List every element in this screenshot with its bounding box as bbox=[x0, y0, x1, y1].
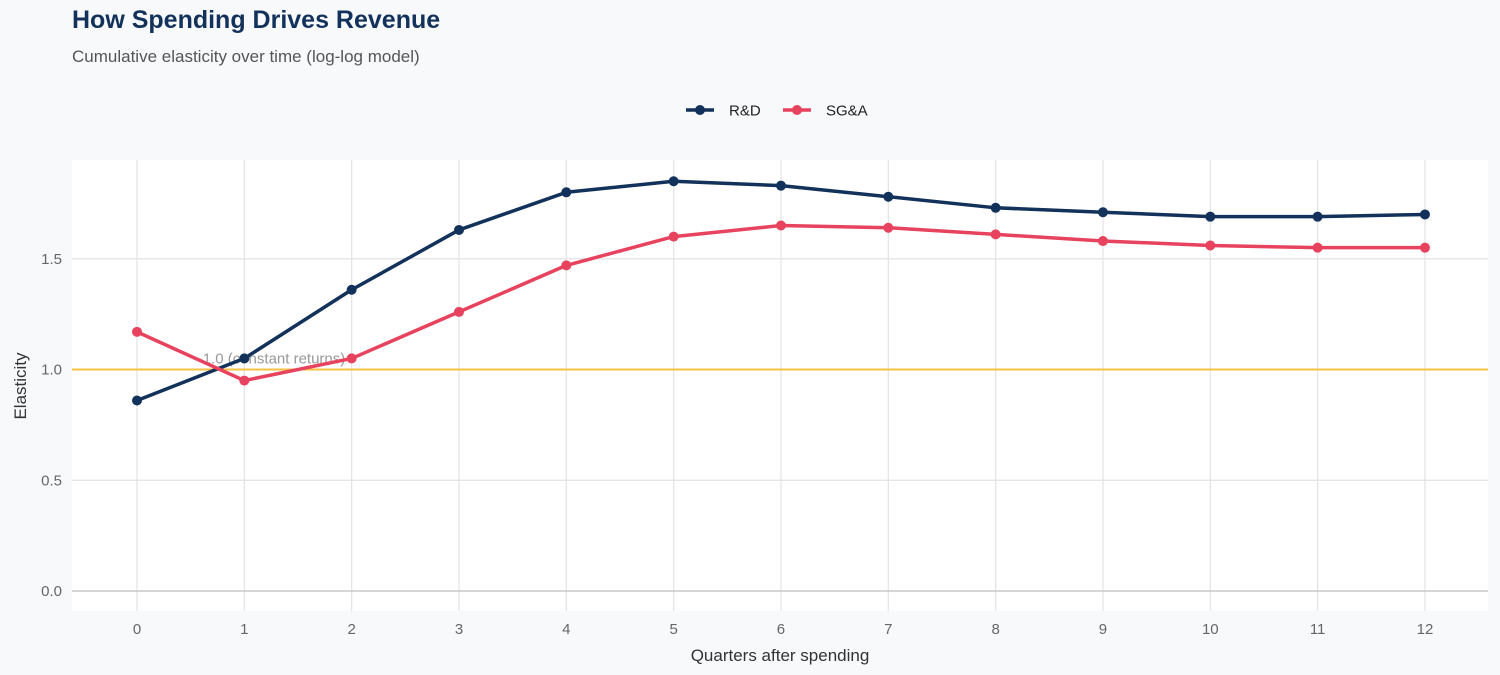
chart-subtitle: Cumulative elasticity over time (log-log… bbox=[72, 47, 420, 66]
series-rd bbox=[132, 176, 1430, 406]
data-point bbox=[1312, 211, 1323, 222]
data-point bbox=[239, 375, 250, 386]
data-point bbox=[775, 220, 786, 231]
x-axis-label: Quarters after spending bbox=[691, 646, 870, 665]
x-tick-label: 2 bbox=[347, 621, 355, 638]
y-tick-label: 0.5 bbox=[41, 472, 62, 489]
x-tick-label: 9 bbox=[1099, 621, 1107, 638]
legend-label: SG&A bbox=[826, 103, 868, 120]
series-sga bbox=[132, 220, 1430, 386]
data-point bbox=[1205, 240, 1216, 251]
data-point bbox=[561, 187, 572, 198]
data-point bbox=[883, 191, 894, 202]
data-point bbox=[453, 306, 464, 317]
data-point bbox=[1097, 207, 1108, 218]
legend-key-point bbox=[792, 105, 802, 115]
y-tick-label: 1.0 bbox=[41, 362, 62, 379]
data-point bbox=[990, 202, 1001, 213]
y-axis-label: Elasticity bbox=[11, 352, 30, 420]
x-tick-label: 8 bbox=[991, 621, 999, 638]
x-tick-label: 10 bbox=[1202, 621, 1219, 638]
data-point bbox=[346, 353, 357, 364]
x-tick-label: 4 bbox=[562, 621, 570, 638]
y-tick-label: 0.0 bbox=[41, 583, 62, 600]
x-tick-label: 7 bbox=[884, 621, 892, 638]
x-tick-label: 1 bbox=[240, 621, 248, 638]
data-point bbox=[346, 284, 357, 295]
data-point bbox=[668, 231, 679, 242]
x-tick-label: 6 bbox=[777, 621, 785, 638]
data-point bbox=[453, 224, 464, 235]
x-tick-label: 11 bbox=[1310, 621, 1326, 638]
chart-title: How Spending Drives Revenue bbox=[72, 6, 441, 34]
data-point bbox=[132, 395, 142, 406]
y-tick-label: 1.5 bbox=[41, 251, 62, 268]
data-point bbox=[1419, 209, 1430, 220]
plot-panel bbox=[72, 160, 1488, 611]
data-point bbox=[132, 326, 142, 337]
x-tick-label: 0 bbox=[133, 621, 141, 638]
legend-key-point bbox=[695, 105, 705, 115]
reference-line-label: 1.0 (constant returns) bbox=[203, 351, 346, 368]
x-tick-label: 3 bbox=[455, 621, 463, 638]
data-point bbox=[668, 176, 679, 187]
data-point bbox=[1312, 242, 1323, 253]
legend-label: R&D bbox=[729, 103, 761, 120]
data-point bbox=[1097, 236, 1108, 247]
data-point bbox=[239, 353, 250, 364]
data-point bbox=[883, 222, 894, 233]
data-point bbox=[561, 260, 572, 271]
data-point bbox=[990, 229, 1001, 240]
x-tick-label: 12 bbox=[1417, 621, 1434, 638]
data-point bbox=[1205, 211, 1216, 222]
data-point bbox=[775, 180, 786, 191]
x-tick-label: 5 bbox=[669, 621, 677, 638]
legend: R&D SG&A bbox=[686, 103, 868, 120]
data-point bbox=[1419, 242, 1430, 253]
